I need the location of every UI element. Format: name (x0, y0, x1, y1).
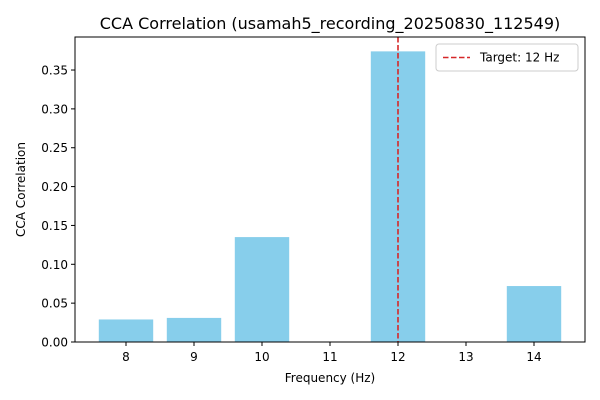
bar-10-hz (234, 237, 290, 342)
bar-9-hz (166, 317, 222, 342)
y-tick-label: 0.15 (41, 219, 68, 233)
y-tick-label: 0.20 (41, 180, 68, 194)
legend: Target: 12 Hz (435, 43, 579, 72)
legend-target-label: Target: 12 Hz (479, 51, 559, 65)
y-tick-label: 0.05 (41, 297, 68, 311)
x-tick-label: 9 (190, 350, 198, 364)
y-tick-label: 0.35 (41, 64, 68, 78)
x-axis-ticks: 8 9 10 11 12 13 14 (122, 342, 542, 364)
chart-title: CCA Correlation (usamah5_recording_20250… (100, 14, 561, 34)
y-tick-label: 0.10 (41, 258, 68, 272)
y-axis-ticks: 0.00 0.05 0.10 0.15 0.20 0.25 0.30 0.35 (41, 64, 75, 350)
x-tick-label: 8 (122, 350, 130, 364)
y-tick-label: 0.25 (41, 141, 68, 155)
x-tick-label: 14 (526, 350, 541, 364)
legend-box (435, 43, 579, 72)
x-axis-label: Frequency (Hz) (285, 371, 376, 385)
bar-8-hz (98, 319, 154, 342)
x-tick-label: 13 (458, 350, 473, 364)
y-tick-label: 0.30 (41, 102, 68, 116)
x-tick-label: 10 (254, 350, 269, 364)
x-tick-label: 11 (322, 350, 337, 364)
y-axis-label: CCA Correlation (14, 142, 28, 237)
x-tick-label: 12 (390, 350, 405, 364)
bars-layer (98, 51, 562, 343)
y-tick-label: 0.00 (41, 336, 68, 350)
bar-14-hz (506, 286, 562, 342)
